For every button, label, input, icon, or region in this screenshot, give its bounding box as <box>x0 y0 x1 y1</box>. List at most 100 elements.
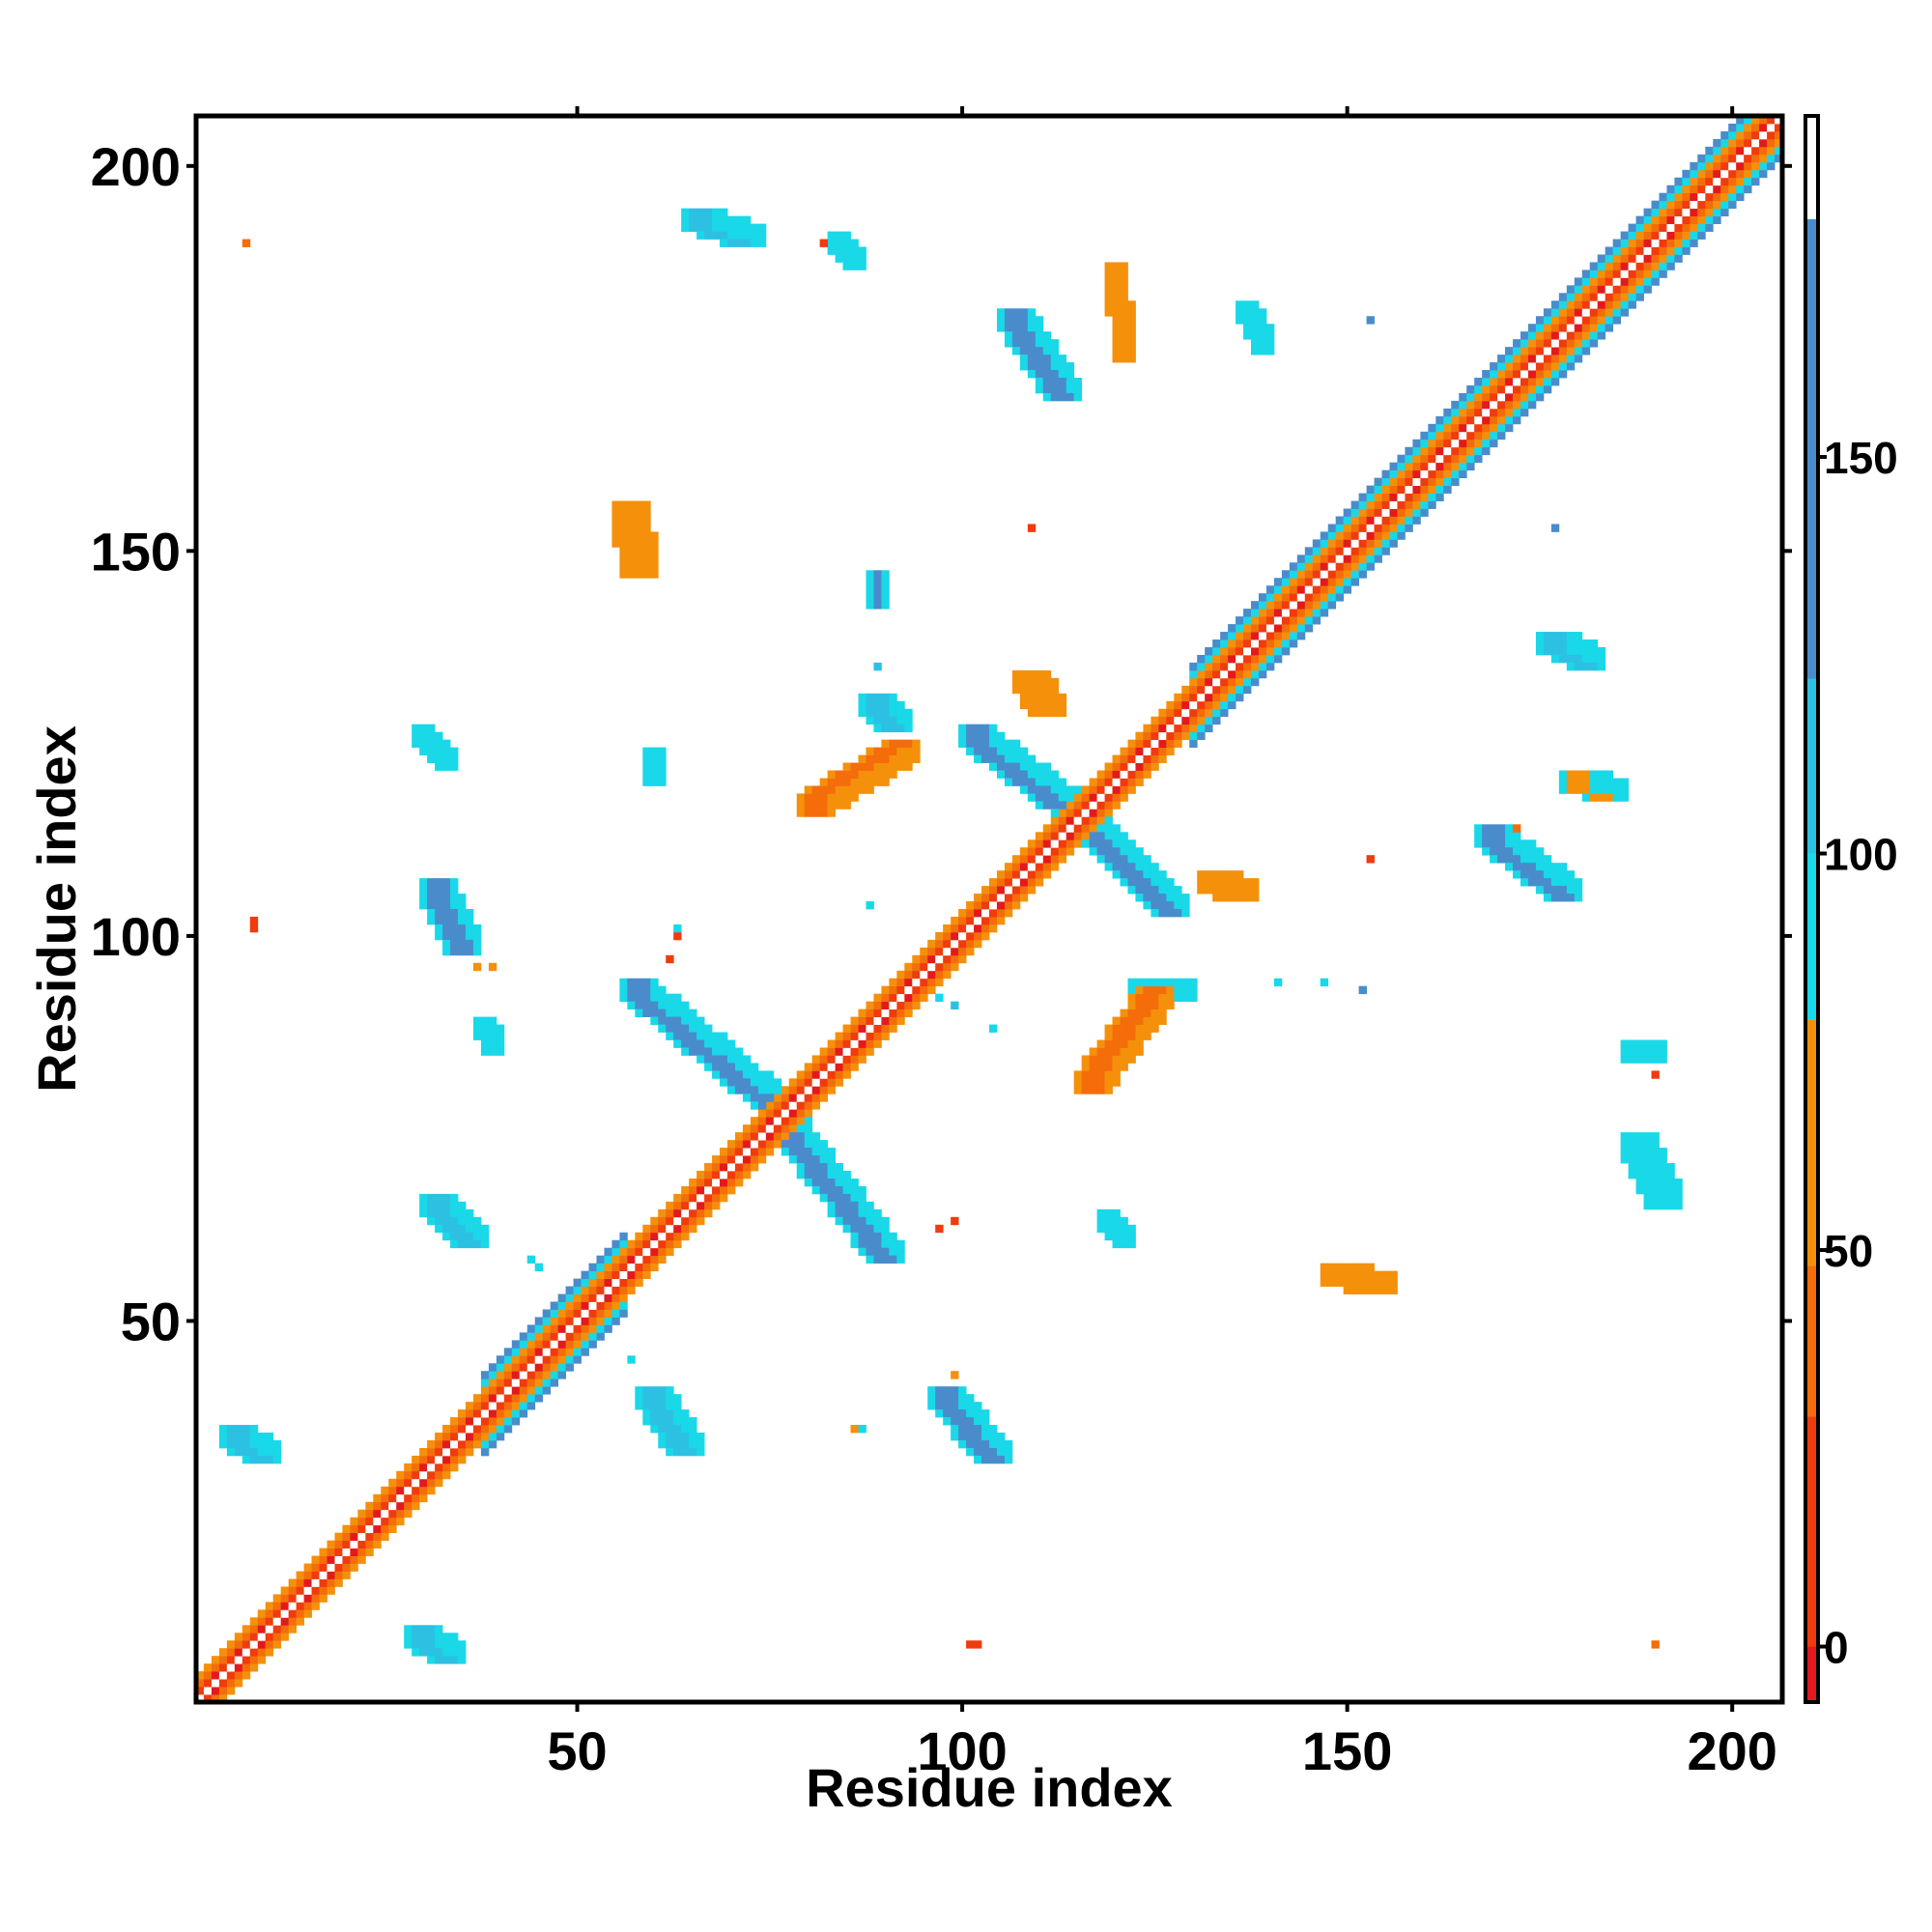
heatmap-cell <box>242 1640 251 1649</box>
heatmap-cell <box>1251 316 1260 325</box>
heatmap-cell <box>811 1055 821 1064</box>
heatmap-cell <box>827 793 836 802</box>
heatmap-cell <box>642 1402 651 1410</box>
heatmap-cell <box>1035 324 1044 332</box>
heatmap-cell <box>1482 446 1491 456</box>
heatmap-cell <box>627 554 636 563</box>
heatmap-cell <box>635 562 643 571</box>
heatmap-cell <box>673 1208 682 1218</box>
colorbar-tick-label: 0 <box>1824 1623 1849 1673</box>
heatmap-cell <box>627 1286 636 1294</box>
heatmap-cell <box>1581 277 1591 286</box>
heatmap-cell <box>1490 415 1498 425</box>
heatmap-cell <box>819 1155 829 1164</box>
heatmap-cell <box>1320 531 1329 540</box>
heatmap-cell <box>673 923 682 933</box>
heatmap-cell <box>804 1109 813 1118</box>
heatmap-cell <box>1490 431 1498 440</box>
heatmap-cell <box>458 1447 467 1457</box>
heatmap-cell <box>1265 639 1275 648</box>
heatmap-cell <box>842 762 851 771</box>
heatmap-cell <box>1412 500 1421 509</box>
heatmap-cell <box>1058 816 1067 825</box>
heatmap-cell <box>1628 1148 1636 1156</box>
heatmap-cell <box>666 1032 674 1040</box>
heatmap-cell <box>1651 1178 1660 1187</box>
heatmap-cell <box>334 1578 343 1587</box>
heatmap-cell <box>635 1386 643 1395</box>
heatmap-cell <box>1265 585 1275 594</box>
heatmap-cell <box>734 1171 744 1179</box>
heatmap-cell <box>1443 423 1452 433</box>
heatmap-cell <box>1690 208 1698 217</box>
heatmap-cell <box>781 1086 790 1094</box>
heatmap-cell <box>226 1640 236 1649</box>
heatmap-cell <box>896 716 905 725</box>
heatmap-cell <box>1520 863 1529 871</box>
heatmap-cell <box>373 1509 382 1519</box>
heatmap-cell <box>765 1094 775 1102</box>
heatmap-cell <box>557 1355 566 1364</box>
heatmap-cell <box>1120 839 1128 848</box>
heatmap-cell <box>365 1540 374 1548</box>
heatmap-cell <box>1581 331 1591 340</box>
heatmap-cell <box>1296 609 1306 617</box>
heatmap-cell <box>1320 1278 1329 1287</box>
heatmap-cell <box>734 1063 744 1071</box>
heatmap-cell <box>958 947 967 956</box>
heatmap-cell <box>1651 1047 1660 1056</box>
heatmap-cell <box>673 1433 682 1441</box>
heatmap-cell <box>1381 547 1390 555</box>
heatmap-cell <box>465 1425 474 1434</box>
heatmap-cell <box>750 1124 759 1133</box>
heatmap-cell <box>881 724 890 733</box>
heatmap-cell <box>1042 855 1052 864</box>
heatmap-cell <box>1497 855 1506 864</box>
heatmap-cell <box>534 1348 544 1356</box>
heatmap-cell <box>1558 316 1568 325</box>
heatmap-cell <box>889 693 897 702</box>
heatmap-cell <box>1158 716 1167 725</box>
heatmap-cell <box>1019 886 1029 895</box>
heatmap-cell <box>1265 662 1275 671</box>
heatmap-cell <box>1520 408 1529 417</box>
heatmap-cell <box>1258 331 1267 340</box>
heatmap-cell <box>1597 300 1606 309</box>
heatmap-cell <box>1089 801 1097 810</box>
heatmap-cell <box>1120 355 1128 363</box>
heatmap-cell <box>989 1433 998 1441</box>
heatmap-cell <box>1643 1163 1652 1172</box>
heatmap-cell <box>1035 331 1044 340</box>
heatmap-cell <box>1050 693 1060 702</box>
heatmap-cell <box>696 1216 705 1226</box>
heatmap-cell <box>996 894 1006 902</box>
heatmap-cell <box>1289 601 1298 610</box>
heatmap-cell <box>889 739 897 749</box>
heatmap-cell <box>450 1447 459 1457</box>
heatmap-cell <box>1112 316 1121 325</box>
heatmap-cell <box>619 516 628 525</box>
heatmap-cell <box>689 1016 697 1025</box>
heatmap-cell <box>542 1309 552 1318</box>
heatmap-cell <box>1073 384 1083 394</box>
heatmap-cell <box>1273 639 1283 648</box>
heatmap-cell <box>1120 870 1128 879</box>
heatmap-cell <box>404 1463 412 1472</box>
heatmap-cell <box>1713 138 1721 148</box>
heatmap-cell <box>689 1216 697 1226</box>
heatmap-cell <box>981 1455 990 1464</box>
heatmap-cell <box>1643 285 1652 294</box>
heatmap-cell <box>726 231 736 240</box>
heatmap-cell <box>1612 300 1622 309</box>
heatmap-cell <box>511 1409 521 1418</box>
heatmap-cell <box>642 531 651 540</box>
heatmap-cell <box>218 1656 228 1664</box>
heatmap-cell <box>265 1455 274 1464</box>
heatmap-cell <box>1011 331 1021 340</box>
heatmap-cell <box>1158 1001 1167 1010</box>
heatmap-cell <box>757 1140 767 1149</box>
heatmap-cell <box>319 1571 327 1579</box>
heatmap-cell <box>412 1640 420 1649</box>
heatmap-cell <box>450 1417 459 1426</box>
heatmap-cell <box>788 1078 798 1087</box>
